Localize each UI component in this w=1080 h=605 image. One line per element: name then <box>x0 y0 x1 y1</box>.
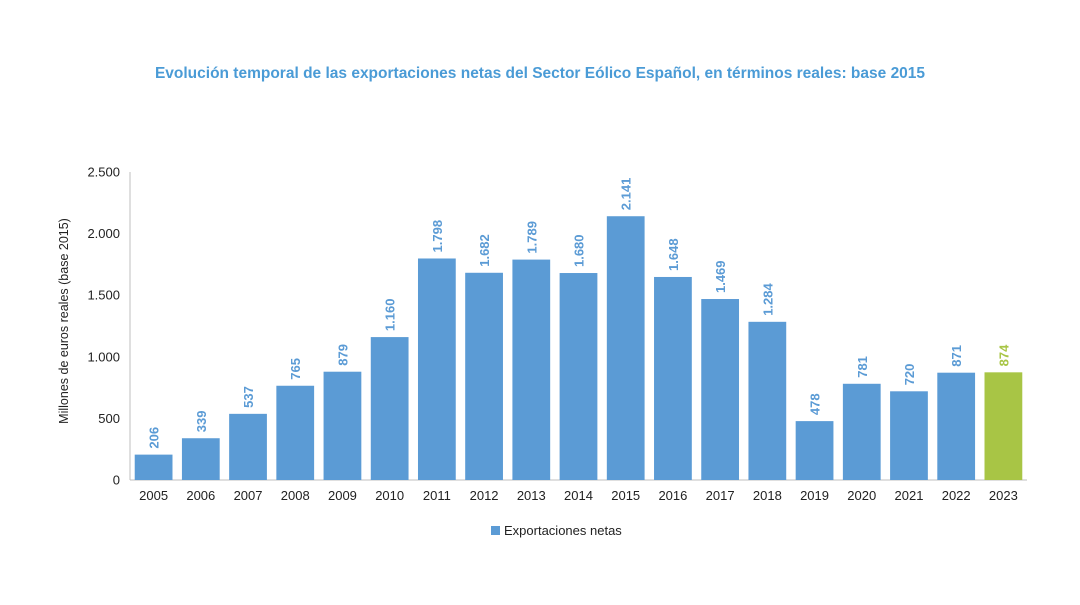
x-axis-ticks: 2005 2006 2007 2008 2009 2010 2011 2012 2013 2014… <box>139 488 1018 503</box>
bar-2012 <box>465 272 503 480</box>
x-tick-label-2022: 2022 <box>942 488 971 503</box>
bar-2022 <box>937 372 976 480</box>
x-tick-label-2010: 2010 <box>375 488 404 503</box>
y-axis-ticks: 0 500 1.000 1.500 2.000 2.500 <box>87 165 120 488</box>
data-label-2013: 1.789 <box>524 221 539 254</box>
data-label-2006: 339 <box>194 411 209 433</box>
bar-2005 <box>134 454 173 480</box>
x-tick-label-2015: 2015 <box>611 488 640 503</box>
y-axis-label: Millones de euros reales (base 2015) <box>57 218 71 424</box>
data-label-2007: 537 <box>241 386 256 408</box>
y-tick-label: 1.500 <box>87 288 120 303</box>
bar-2006 <box>181 438 220 480</box>
x-tick-label-2018: 2018 <box>753 488 782 503</box>
data-label-2012: 1.682 <box>477 234 492 267</box>
chart-title: Evolución temporal de las exportaciones … <box>155 65 925 82</box>
data-label-2022: 871 <box>949 345 964 367</box>
data-label-2020: 781 <box>855 356 870 378</box>
x-tick-label-2021: 2021 <box>895 488 924 503</box>
x-tick-label-2005: 2005 <box>139 488 168 503</box>
x-tick-label-2011: 2011 <box>423 488 451 503</box>
data-label-2011: 1.798 <box>430 220 445 253</box>
data-label-2023: 874 <box>996 344 1011 366</box>
bar-2015 <box>606 216 645 480</box>
x-tick-label-2019: 2019 <box>800 488 829 503</box>
bar-2011 <box>417 258 456 480</box>
x-tick-label-2012: 2012 <box>470 488 499 503</box>
bar-2023 <box>984 372 1023 480</box>
x-tick-label-2020: 2020 <box>847 488 876 503</box>
bars-group <box>134 216 1023 480</box>
data-label-2016: 1.648 <box>666 238 681 271</box>
x-tick-label-2014: 2014 <box>564 488 593 503</box>
x-tick-label-2009: 2009 <box>328 488 357 503</box>
bar-2008 <box>276 385 315 480</box>
x-tick-label-2013: 2013 <box>517 488 546 503</box>
data-label-2017: 1.469 <box>713 260 728 293</box>
data-label-2019: 478 <box>808 393 823 415</box>
x-tick-label-2006: 2006 <box>186 488 215 503</box>
legend-swatch <box>491 526 500 535</box>
x-tick-label-2017: 2017 <box>706 488 735 503</box>
y-tick-label: 0 <box>113 473 120 488</box>
y-tick-label: 500 <box>98 411 120 426</box>
bar-2007 <box>229 413 267 480</box>
data-label-2015: 2.141 <box>619 178 634 211</box>
bar-2020 <box>842 383 881 480</box>
y-tick-label: 2.000 <box>87 226 120 241</box>
data-label-2014: 1.680 <box>572 234 587 267</box>
x-tick-label-2016: 2016 <box>658 488 687 503</box>
bar-2016 <box>654 276 692 480</box>
data-label-2005: 206 <box>147 427 162 449</box>
data-label-2010: 1.160 <box>383 299 398 332</box>
y-tick-label: 1.000 <box>87 349 120 364</box>
x-tick-label-2008: 2008 <box>281 488 310 503</box>
legend: Exportaciones netas <box>491 523 622 538</box>
bar-2021 <box>890 391 928 480</box>
data-label-2008: 765 <box>288 358 303 380</box>
bar-2014 <box>559 273 598 480</box>
data-labels-group: 206 339 537 765 879 1.160 1.798 1.682 1.789 1.680… <box>147 178 1012 449</box>
bar-2019 <box>795 421 834 480</box>
x-tick-label-2007: 2007 <box>234 488 263 503</box>
bar-2013 <box>512 259 551 480</box>
y-tick-label: 2.500 <box>87 165 120 180</box>
bar-2017 <box>701 299 740 480</box>
bar-2010 <box>370 337 409 480</box>
x-tick-label-2023: 2023 <box>989 488 1018 503</box>
data-label-2018: 1.284 <box>760 283 775 316</box>
bar-2018 <box>748 321 787 480</box>
legend-label: Exportaciones netas <box>504 523 622 538</box>
bar-2009 <box>323 371 362 480</box>
data-label-2021: 720 <box>902 364 917 386</box>
data-label-2009: 879 <box>335 344 350 366</box>
